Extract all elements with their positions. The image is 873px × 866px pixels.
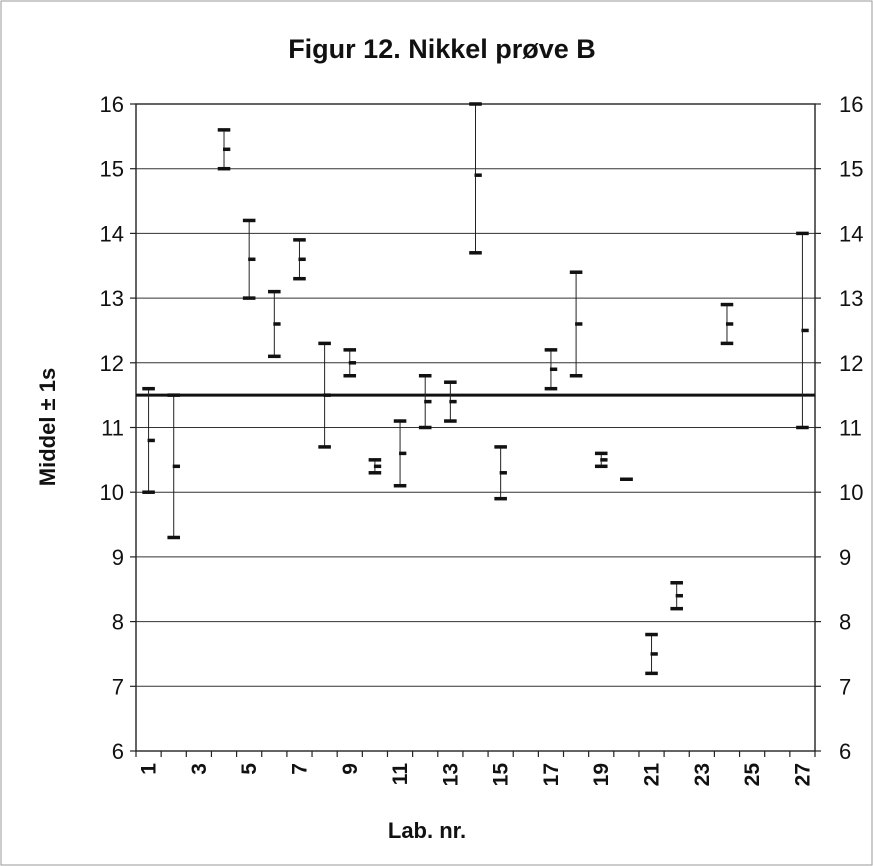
x-tick-label: 21 [641, 763, 664, 787]
error-bar-lab-18 [569, 270, 583, 378]
x-tick-label: 1 [138, 763, 161, 775]
x-tick-label: 17 [540, 763, 563, 786]
error-bar-lab-12 [418, 373, 432, 430]
y-axis-title: Middel ± 1s [35, 368, 60, 486]
secondary-y-tick-label: 9 [839, 545, 851, 570]
y-tick-label: 13 [100, 286, 124, 311]
error-bar-lab-4 [217, 128, 231, 171]
y-tick-label: 11 [101, 416, 124, 441]
error-bar-lab-15 [494, 445, 507, 501]
secondary-y-tick-label: 10 [839, 480, 863, 505]
error-bar-lab-9 [343, 348, 357, 378]
secondary-y-tick-label: 8 [839, 610, 851, 635]
error-bar-lab-13 [444, 380, 457, 423]
error-bar-lab-27 [796, 231, 809, 430]
x-tick-label: 25 [741, 763, 764, 787]
error-bar-lab-2 [167, 393, 181, 540]
error-bar-lab-7 [293, 238, 306, 281]
y-tick-label: 7 [112, 674, 124, 699]
x-tick-label: 3 [188, 763, 211, 775]
secondary-y-tick-label: 15 [839, 157, 863, 182]
error-bar-lab-14 [469, 102, 482, 255]
error-bar-lab-22 [670, 581, 683, 611]
y-tick-label: 12 [100, 351, 124, 376]
error-bar-lab-11 [393, 419, 407, 488]
y-tick-label: 15 [100, 157, 124, 182]
x-tick-label: 9 [339, 763, 362, 775]
error-bar-lab-6 [268, 289, 281, 359]
x-tick-label: 19 [590, 763, 613, 786]
error-bar-lab-1 [142, 386, 155, 494]
secondary-y-tick-label: 11 [839, 416, 862, 441]
x-tick-label: 15 [490, 763, 513, 787]
error-bar-lab-5 [242, 218, 256, 300]
x-axis-title: Lab. nr. [388, 818, 466, 843]
error-bar-lab-19 [594, 451, 608, 469]
x-tick-label: 23 [691, 763, 714, 786]
y-tick-label: 8 [112, 610, 124, 635]
x-tick-label: 13 [439, 763, 462, 786]
secondary-y-tick-label: 13 [839, 286, 863, 311]
y-tick-label: 10 [100, 480, 124, 505]
chart-title: Figur 12. Nikkel prøve B [288, 34, 596, 64]
x-tick-label: 7 [288, 763, 311, 775]
y-tick-label: 14 [100, 221, 124, 246]
x-tick-label: 27 [791, 763, 814, 786]
x-tick-label: 5 [238, 763, 261, 775]
x-tick-label: 11 [389, 763, 412, 786]
secondary-y-tick-label: 12 [839, 351, 863, 376]
secondary-y-tick-label: 14 [839, 221, 863, 246]
error-bar-lab-8 [318, 341, 331, 449]
error-bar-lab-17 [544, 348, 558, 391]
error-bar-lab-10 [368, 458, 382, 475]
secondary-y-tick-label: 7 [839, 674, 851, 699]
y-tick-label: 6 [112, 739, 124, 764]
y-tick-label: 16 [100, 92, 124, 117]
error-bar-lab-21 [645, 632, 658, 676]
y-tick-label: 9 [112, 545, 124, 570]
error-bars [142, 102, 809, 676]
secondary-y-tick-label: 6 [839, 739, 851, 764]
error-bar-lab-24 [720, 302, 734, 346]
secondary-y-tick-label: 16 [839, 92, 863, 117]
